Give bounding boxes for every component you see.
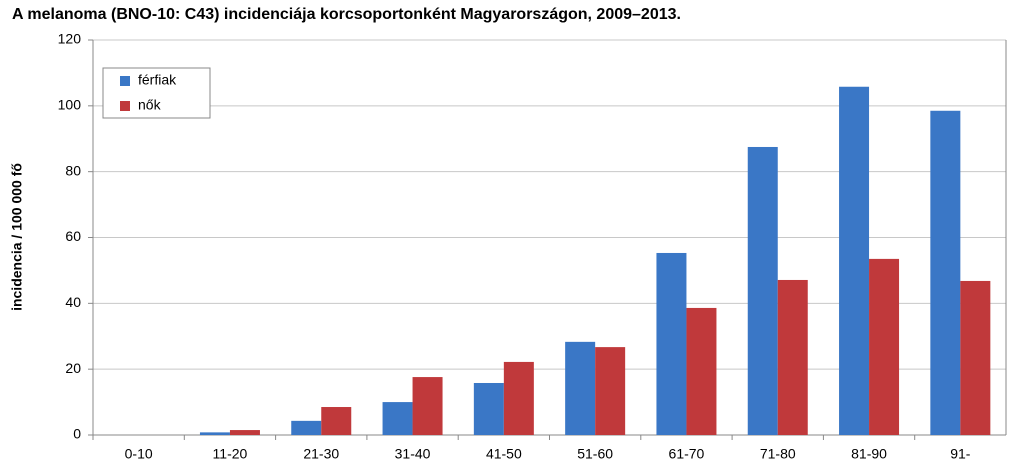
x-tick-label: 61-70 xyxy=(669,446,705,462)
legend-label: férfiak xyxy=(138,72,177,88)
bar xyxy=(930,110,961,435)
bar xyxy=(869,258,900,435)
bar xyxy=(565,341,596,435)
bar xyxy=(229,430,260,435)
y-tick-label: 20 xyxy=(65,360,81,376)
x-tick-label: 21-30 xyxy=(303,446,339,462)
bar xyxy=(473,382,504,435)
y-tick-label: 80 xyxy=(65,162,81,178)
bar xyxy=(595,347,626,435)
bar xyxy=(321,407,352,435)
x-tick-label: 51-60 xyxy=(577,446,613,462)
legend-swatch xyxy=(120,101,130,111)
x-tick-label: 31-40 xyxy=(395,446,431,462)
bar xyxy=(777,279,808,435)
x-tick-label: 81-90 xyxy=(851,446,887,462)
x-tick-label: 91- xyxy=(950,446,971,462)
bar xyxy=(960,280,991,435)
bar xyxy=(686,307,717,435)
x-tick-label: 0-10 xyxy=(125,446,153,462)
bar xyxy=(199,432,230,435)
y-tick-label: 120 xyxy=(58,31,82,47)
y-tick-label: 60 xyxy=(65,228,81,244)
bar xyxy=(839,86,870,435)
bar xyxy=(291,420,322,435)
bar xyxy=(503,361,534,435)
y-axis-label: incidencia / 100 000 fő xyxy=(9,163,25,311)
x-tick-label: 11-20 xyxy=(213,446,248,462)
bar xyxy=(656,252,687,435)
chart-title: A melanoma (BNO-10: C43) incidenciája ko… xyxy=(12,6,681,23)
y-tick-label: 100 xyxy=(58,97,82,113)
y-tick-label: 0 xyxy=(73,426,81,442)
x-tick-label: 71-80 xyxy=(760,446,796,462)
y-tick-label: 40 xyxy=(65,294,81,310)
bar xyxy=(412,377,443,435)
x-tick-label: 41-50 xyxy=(486,446,522,462)
legend-label: nők xyxy=(138,97,162,113)
legend-swatch xyxy=(120,76,130,86)
bar xyxy=(382,402,413,435)
bar xyxy=(747,146,778,435)
